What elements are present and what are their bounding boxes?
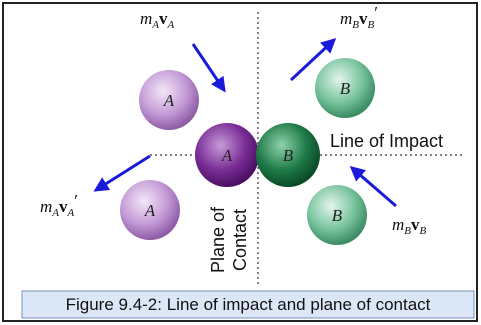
caption: Figure 9.4-2: Line of impact and plane o… [66, 295, 431, 314]
ball-label: B [340, 79, 351, 98]
ball-label: A [163, 91, 175, 110]
line-of-impact-label: Line of Impact [330, 131, 443, 151]
ball-label: B [332, 206, 343, 225]
diagram: A A B B A B mAvA mBvB′ mAvA′ mBvB Line o… [0, 0, 481, 325]
plane-of-contact-label: Contact [230, 209, 250, 271]
ball-label: A [221, 146, 233, 165]
plane-of-contact-label: Plane of [208, 206, 228, 273]
ball-label: B [283, 146, 294, 165]
ball-label: A [144, 201, 156, 220]
